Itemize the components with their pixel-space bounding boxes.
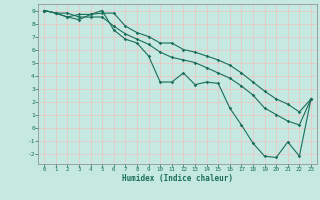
X-axis label: Humidex (Indice chaleur): Humidex (Indice chaleur) [122, 174, 233, 183]
